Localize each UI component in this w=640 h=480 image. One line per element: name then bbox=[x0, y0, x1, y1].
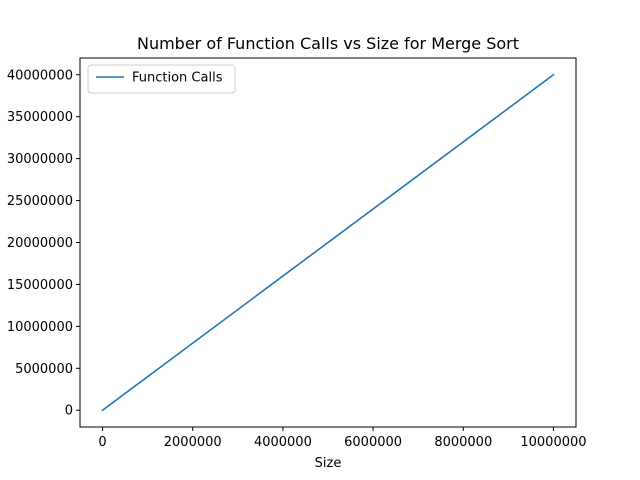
plot-frame bbox=[79, 57, 577, 428]
y-tick-label: 5000000 bbox=[15, 362, 73, 377]
y-tick-label: 25000000 bbox=[7, 194, 73, 209]
y-tick-label: 35000000 bbox=[7, 110, 73, 125]
plot-area: 0 2000000 4000000 6000000 8000000 10000000 0 5… bbox=[7, 57, 587, 450]
x-tick-label: 10000000 bbox=[520, 435, 586, 450]
y-tick-label: 20000000 bbox=[7, 236, 73, 251]
legend-items: Function Calls bbox=[96, 71, 223, 86]
x-tick-label: 0 bbox=[98, 435, 106, 450]
y-tick-label: 40000000 bbox=[7, 68, 73, 83]
series-line-function-calls bbox=[101, 73, 555, 412]
y-tick-label: 0 bbox=[65, 404, 73, 419]
y-tick-label: 30000000 bbox=[7, 152, 73, 167]
x-tick-label: 4000000 bbox=[254, 435, 312, 450]
x-axis-label: Size bbox=[315, 456, 342, 471]
chart-title: Number of Function Calls vs Size for Mer… bbox=[137, 34, 519, 53]
y-tick-label: 10000000 bbox=[7, 320, 73, 335]
legend-box bbox=[87, 64, 236, 94]
x-axis-ticks: 0 2000000 4000000 6000000 8000000 10000000 bbox=[98, 427, 587, 450]
y-tick-label: 15000000 bbox=[7, 278, 73, 293]
x-tick-label: 2000000 bbox=[164, 435, 222, 450]
series-lines bbox=[101, 73, 555, 412]
legend-label: Function Calls bbox=[132, 71, 223, 86]
x-tick-label: 8000000 bbox=[434, 435, 492, 450]
legend: Function Calls bbox=[87, 64, 236, 94]
x-tick-label: 6000000 bbox=[344, 435, 402, 450]
y-axis-ticks: 0 5000000 10000000 15000000 20000000 25000000… bbox=[7, 68, 80, 419]
